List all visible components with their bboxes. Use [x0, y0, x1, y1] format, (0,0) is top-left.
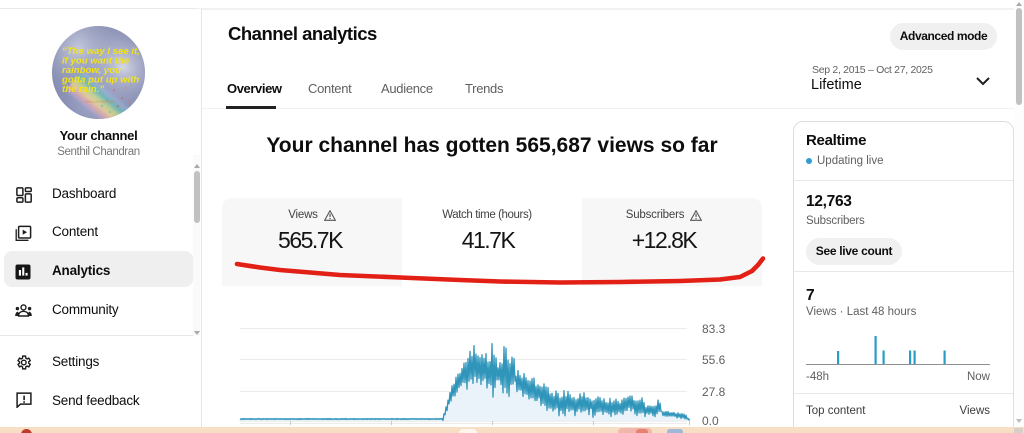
- svg-text:gotta put up with: gotta put up with: [61, 75, 139, 86]
- svg-text:— DOLLY PARTON: — DOLLY PARTON: [80, 99, 115, 104]
- svg-text:0.0: 0.0: [702, 414, 719, 428]
- svg-text:“The way I see it,: “The way I see it,: [62, 46, 140, 57]
- svg-text:if you want the: if you want the: [62, 56, 130, 67]
- svg-text:the rain.”: the rain.”: [62, 84, 104, 95]
- svg-text:55.6: 55.6: [702, 353, 726, 367]
- svg-text:27.8: 27.8: [702, 385, 726, 399]
- svg-text:rainbow, you: rainbow, you: [62, 65, 121, 76]
- svg-text:83.3: 83.3: [702, 322, 726, 336]
